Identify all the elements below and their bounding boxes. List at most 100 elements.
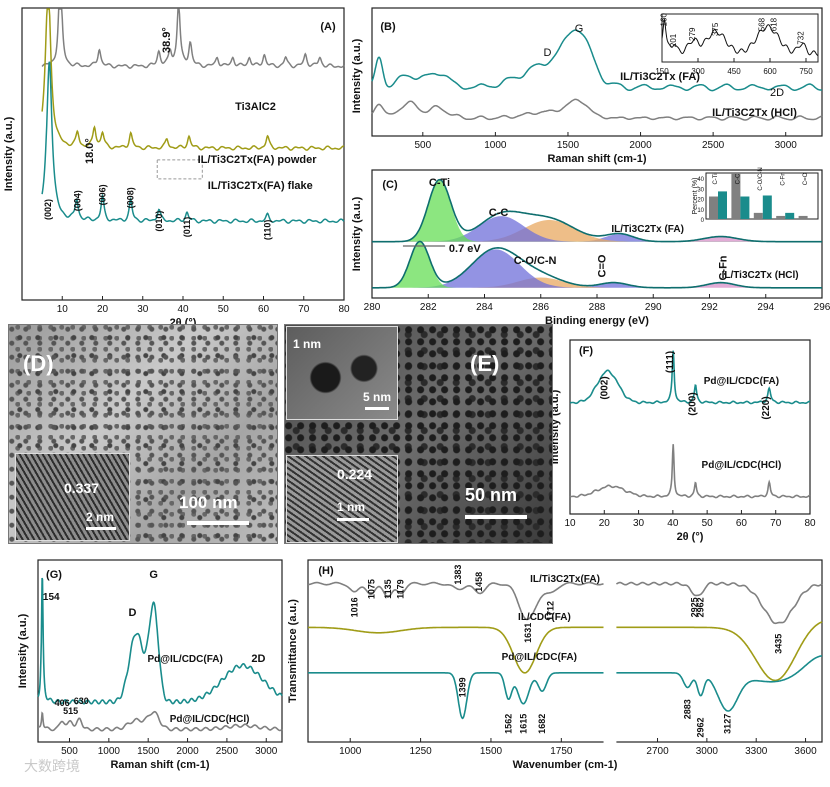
panel-c-fa-cc bbox=[372, 216, 822, 242]
panel-h-series-olive-left bbox=[308, 626, 604, 674]
panel-c-inset-ytick: 30 bbox=[697, 187, 704, 193]
panel-a-series-2 bbox=[41, 61, 345, 224]
panel-b-inset-frame bbox=[661, 13, 819, 63]
panel-g-xtick-label: 1500 bbox=[137, 746, 160, 757]
panel-e-label: (E) bbox=[470, 351, 500, 376]
panel-c-inset-bar bbox=[753, 212, 763, 219]
panel-c-inset-bar bbox=[731, 173, 741, 219]
panel-b-legend-hcl: IL/Ti3C2Tx (HCl) bbox=[712, 107, 797, 119]
panel-h-peak-1458: 1458 bbox=[474, 572, 484, 592]
panel-h-series-gray-right bbox=[615, 581, 823, 625]
panel-c-inset-ylabel: Percent (%) bbox=[692, 178, 699, 215]
panel-c-inset-bar bbox=[798, 215, 808, 219]
panel-c-legend-hcl: IL/Ti3C2Tx (HCl) bbox=[722, 270, 799, 281]
panel-c-fa-cti bbox=[372, 180, 822, 242]
panel-b-xtick-label: 2500 bbox=[702, 140, 725, 151]
hrtem-inset-e2: 0.224 1 nm bbox=[286, 455, 398, 543]
panel-g-g-label: G bbox=[149, 569, 158, 581]
panel-f-xtick-label: 70 bbox=[770, 518, 782, 529]
panel-b-inset-xtick-label: 150 bbox=[655, 67, 669, 76]
panel-h-peak-2883: 2883 bbox=[683, 699, 693, 719]
panel-c-xtick-label: 290 bbox=[645, 302, 662, 313]
scalebar-d bbox=[187, 521, 249, 525]
panel-c-inset-category: C-O/C-N bbox=[758, 167, 764, 190]
panel-h-peak-2962: 2962 bbox=[696, 597, 706, 617]
panel-a-hkl-1: (004) bbox=[73, 190, 83, 211]
panel-a-peak-38: 38.9° bbox=[161, 27, 173, 53]
panel-c-shift-label: 0.7 eV bbox=[449, 243, 481, 255]
lattice-spacing-e: 0.224 bbox=[337, 466, 373, 482]
watermark: 大数跨境 bbox=[24, 758, 80, 774]
panel-a-xtick-group: 10 20 30 40 50 60 70 80 bbox=[57, 296, 350, 315]
panel-h-series-teal-left bbox=[308, 672, 604, 720]
panel-f-xtick-group: 10 20 30 40 50 60 70 80 bbox=[564, 510, 816, 529]
panel-c-inset-category: C=O bbox=[803, 172, 809, 185]
panel-h-ylabel: Transmittance (a.u.) bbox=[287, 599, 299, 703]
panel-g-d-label: D bbox=[128, 607, 136, 619]
panel-b-ylabel: Intensity (a.u.) bbox=[351, 38, 363, 113]
panel-b-inset-xtick-group: 150 300 450 600 750 bbox=[655, 58, 813, 76]
panel-c-legend-fa: IL/Ti3C2Tx (FA) bbox=[611, 224, 684, 235]
panel-b-xtick-label: 1500 bbox=[557, 140, 580, 151]
panel-c-xlabel: Binding energy (eV) bbox=[545, 315, 649, 327]
panel-c-hcl-envelope bbox=[372, 240, 822, 289]
panel-h-peak-1682: 1682 bbox=[537, 714, 547, 734]
panel-c-inset-bar bbox=[785, 212, 795, 219]
panel-a-xtick-label: 60 bbox=[258, 304, 270, 315]
panel-b-xlabel: Raman shift (cm-1) bbox=[547, 153, 646, 165]
panel-f-xtick-label: 20 bbox=[599, 518, 611, 529]
panel-c-inset-ytick: 10 bbox=[697, 208, 704, 214]
panel-f-xtick-label: 10 bbox=[564, 518, 576, 529]
panel-c-inset-ytick: 40 bbox=[697, 177, 704, 183]
panel-b-legend-fa: IL/Ti3C2Tx (FA) bbox=[620, 71, 700, 83]
panel-h-label: (H) bbox=[318, 565, 334, 577]
panel-h-peak-2962: 2962 bbox=[696, 717, 706, 737]
panel-b-series-hcl bbox=[371, 98, 823, 121]
panel-c-xtick-group: 280 282 284 286 288 290 292 294 296 bbox=[364, 294, 830, 313]
panel-c-hcl-cfn bbox=[372, 282, 822, 288]
panel-b-inset-peak-0: 160 bbox=[659, 13, 668, 27]
panel-h-xtick-right-label: 3000 bbox=[696, 746, 719, 757]
panel-a-peak-18: 18.0° bbox=[84, 138, 96, 164]
panel-g-xtick-label: 500 bbox=[61, 746, 78, 757]
panel-g-xtick-label: 3000 bbox=[255, 746, 278, 757]
panel-c-ylabel: Intensity (a.u.) bbox=[351, 196, 363, 271]
panel-f-hkl-002: (002) bbox=[600, 376, 611, 399]
panel-c-cti-label: C-Ti bbox=[429, 177, 450, 189]
panel-h-peak-3435: 3435 bbox=[773, 634, 783, 654]
panel-c-inset-bar bbox=[776, 215, 786, 219]
panel-a-hkl-5: (011) bbox=[182, 217, 192, 238]
inset-e1-scalebar bbox=[365, 407, 389, 410]
panel-a-ylabel: Intensity (a.u.) bbox=[3, 116, 15, 191]
panel-b-xtick-label: 3000 bbox=[775, 140, 798, 151]
panel-h-peak-1135: 1135 bbox=[383, 579, 393, 599]
panel-g-peak-154: 154 bbox=[43, 592, 60, 603]
panel-f-hkl-200: (200) bbox=[687, 392, 698, 415]
panel-c-hcl-cc bbox=[372, 249, 822, 288]
panel-c-xtick-label: 284 bbox=[476, 302, 493, 313]
panel-g-ylabel: Intensity (a.u.) bbox=[17, 613, 29, 688]
panel-g-label: (G) bbox=[46, 569, 62, 581]
inset-scalebar-d bbox=[86, 527, 116, 530]
panel-c-coc-label: C-O/C-N bbox=[514, 255, 557, 267]
panel-a-legend-0: Ti3AlC2 bbox=[235, 101, 276, 113]
panel-h-peak-1399: 1399 bbox=[458, 677, 468, 697]
panel-c-inset-bar bbox=[709, 196, 718, 219]
panel-a-xtick-label: 50 bbox=[218, 304, 230, 315]
panel-h-xtick-left-label: 1500 bbox=[480, 746, 503, 757]
panel-b-xtick-label: 500 bbox=[414, 140, 431, 151]
panel-b-label: (B) bbox=[380, 21, 396, 33]
panel-h-xtick-left-label: 1250 bbox=[409, 746, 432, 757]
panel-h-series-teal-right bbox=[616, 655, 822, 712]
panel-c-xtick-label: 294 bbox=[757, 302, 774, 313]
panel-h-xtick-right-group: 2700 3000 3300 3600 bbox=[646, 738, 817, 757]
panel-c-label: (C) bbox=[382, 179, 398, 191]
panel-b-inset-peak-6: 732 bbox=[797, 31, 806, 45]
panel-h-axis-break bbox=[603, 736, 617, 748]
inset-e1-label: 1 nm bbox=[293, 337, 322, 351]
panel-b-inset-peak-3: 375 bbox=[711, 22, 720, 36]
panel-c-xtick-label: 286 bbox=[532, 302, 549, 313]
panel-c-xtick-label: 288 bbox=[589, 302, 606, 313]
panel-a-hkl-3: (008) bbox=[126, 187, 136, 208]
